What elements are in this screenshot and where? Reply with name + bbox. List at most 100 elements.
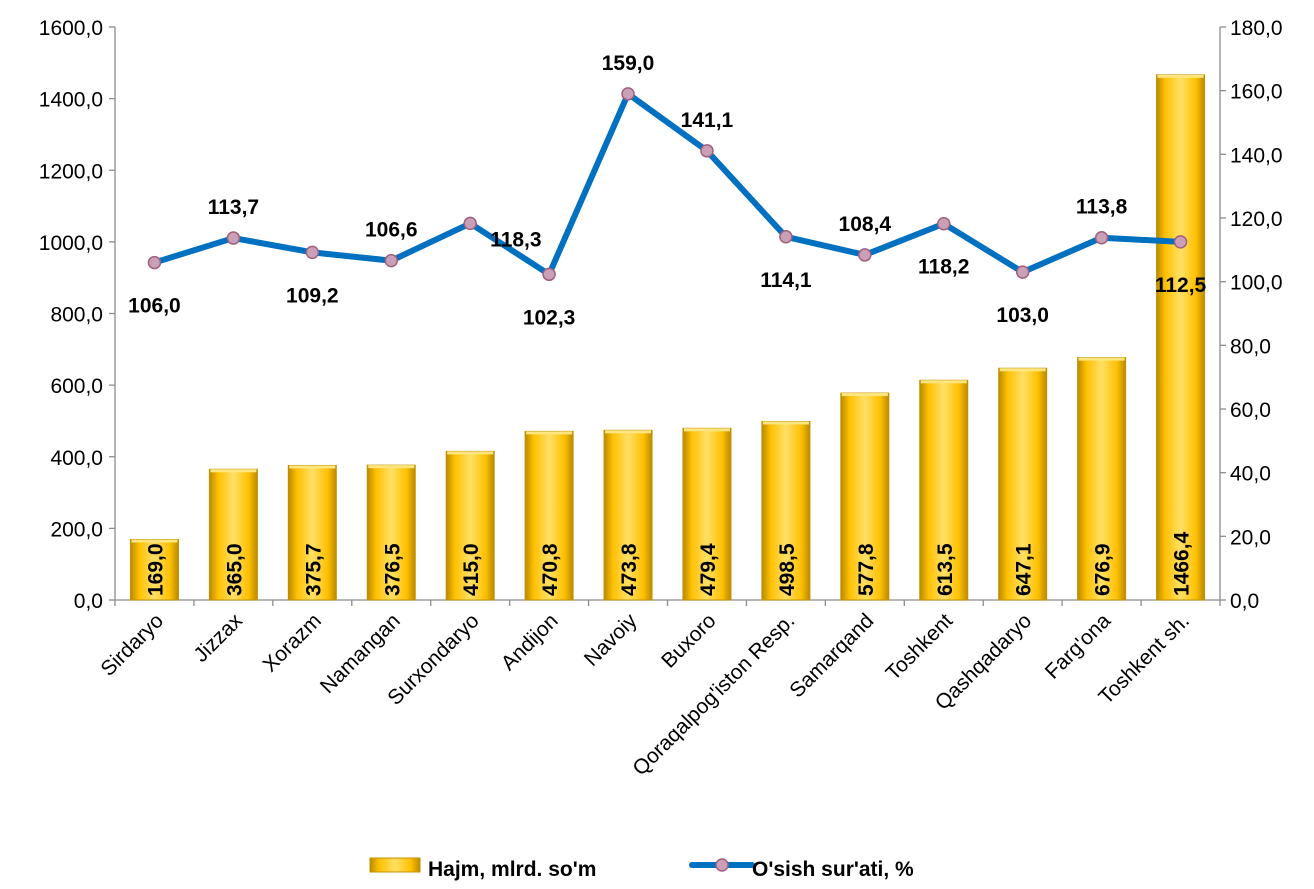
bar	[445, 450, 495, 601]
y2-tick-label: 80,0	[1230, 335, 1271, 358]
line-marker	[779, 230, 793, 244]
bar-top-highlight	[210, 469, 257, 473]
y2-tick-label: 140,0	[1230, 144, 1283, 167]
bar-top-highlight	[762, 421, 809, 425]
line-marker	[858, 248, 872, 262]
bar-value-label: 1466,4	[1171, 531, 1194, 596]
bar	[1156, 74, 1206, 601]
line-value-label: 159,0	[602, 52, 655, 75]
bar-top-highlight	[289, 465, 336, 469]
y2-tick-label: 20,0	[1230, 526, 1271, 549]
bar-top-highlight	[920, 380, 967, 384]
line-marker	[542, 267, 556, 282]
bar	[761, 420, 811, 601]
legend-swatch-bar	[369, 857, 421, 873]
line-value-label: 102,3	[523, 306, 576, 329]
bar-top-highlight	[526, 431, 573, 435]
x-tick-label: Farg'ona	[1041, 609, 1116, 684]
line-marker	[226, 231, 241, 245]
y2-tick-label: 100,0	[1230, 272, 1283, 295]
x-tick-label: Qoraqalpog'iston Resp.	[628, 609, 799, 780]
bar-top-highlight	[683, 428, 730, 432]
line-marker	[1173, 235, 1188, 249]
line-marker	[937, 216, 951, 231]
bar	[208, 468, 258, 601]
bar-value-label: 473,8	[618, 543, 641, 596]
bar-value-label: 415,0	[460, 543, 483, 596]
y-tick-label: 400,0	[50, 447, 103, 470]
bar-value-label: 365,0	[223, 543, 246, 596]
bar	[919, 379, 969, 601]
y-tick-label: 1000,0	[39, 232, 103, 255]
x-tick-label: Sirdaryo	[96, 609, 168, 681]
bar-top-highlight	[447, 451, 494, 455]
bar	[840, 392, 890, 601]
line-value-label: 113,8	[1076, 196, 1128, 219]
y-tick-label: 600,0	[50, 375, 103, 398]
legend-label-bar: Hajm, mlrd. so'm	[428, 858, 596, 881]
bar-top-highlight	[1157, 74, 1204, 78]
y2-tick-label: 0,0	[1230, 590, 1259, 613]
line-marker	[1094, 230, 1109, 245]
line-marker	[305, 245, 320, 260]
line-path	[151, 90, 1184, 278]
y-tick-label: 0,0	[74, 590, 103, 613]
line-value-label: 118,2	[918, 256, 969, 279]
y-tick-label: 1200,0	[39, 160, 103, 183]
line-value-label: 141,1	[681, 109, 734, 132]
line-value-label: 109,2	[286, 284, 339, 307]
bar-top-highlight	[368, 465, 415, 469]
line-value-label: 103,0	[996, 304, 1049, 327]
line-marker	[463, 216, 477, 231]
bar-value-label: 498,5	[776, 543, 799, 596]
legend-label-line: O'sish sur'ati, %	[752, 858, 914, 881]
y-tick-label: 1600,0	[39, 17, 103, 40]
bar-value-label: 376,5	[381, 543, 404, 596]
line-value-label: 113,7	[208, 196, 259, 219]
bar-value-label: 647,1	[1013, 543, 1036, 596]
bar-top-highlight	[1078, 357, 1125, 361]
line-value-label: 118,3	[490, 228, 541, 251]
bar-top-highlight	[605, 430, 652, 434]
y2-tick-label: 160,0	[1230, 81, 1283, 104]
x-tick-label: Samarqand	[785, 609, 878, 702]
bar-top-highlight	[999, 368, 1046, 372]
bar-top-highlight	[131, 539, 178, 543]
line-marker	[147, 255, 162, 270]
y2-tick-label: 180,0	[1230, 17, 1283, 40]
bar-value-label: 577,8	[855, 543, 878, 596]
bar	[366, 464, 416, 601]
x-tick-label: Xorazm	[258, 609, 325, 676]
legend-swatch-marker	[715, 858, 729, 872]
line-marker	[621, 87, 635, 101]
legend: Hajm, mlrd. so'm O'sish sur'ati, %	[369, 857, 914, 881]
bar-value-label: 470,8	[539, 543, 562, 596]
line-value-label: 114,1	[760, 269, 812, 292]
line-value-label: 112,5	[1155, 274, 1207, 297]
x-tick-label: Andijon	[497, 609, 563, 675]
x-tick-label: Buxoro	[657, 609, 720, 672]
bar-series	[129, 74, 1206, 601]
bar	[682, 427, 732, 601]
bar-value-label: 169,0	[144, 543, 167, 596]
bar-data-labels: 169,0 365,0 375,7 376,5 415,0 470,8 473,8 479,4…	[144, 531, 1193, 596]
line-value-label: 108,4	[839, 213, 892, 236]
y2-tick-label: 60,0	[1230, 399, 1271, 422]
x-tick-label: Navoiy	[580, 609, 642, 671]
line-marker	[700, 144, 714, 158]
y-tick-label: 200,0	[50, 518, 103, 541]
bar-value-label: 676,9	[1092, 543, 1115, 596]
bar	[1077, 357, 1127, 601]
bar	[129, 538, 179, 601]
x-tick-label: Jizzax	[189, 609, 247, 667]
bar-top-highlight	[841, 393, 888, 397]
y2-tick-label: 40,0	[1230, 463, 1271, 486]
line-series	[147, 87, 1188, 282]
line-value-label: 106,6	[365, 219, 418, 242]
y2-tick-label: 120,0	[1230, 208, 1283, 231]
bar-value-label: 375,7	[302, 543, 325, 596]
y-tick-label: 1400,0	[39, 89, 103, 112]
y-tick-label: 800,0	[50, 304, 103, 327]
bar-value-label: 613,5	[934, 543, 957, 596]
